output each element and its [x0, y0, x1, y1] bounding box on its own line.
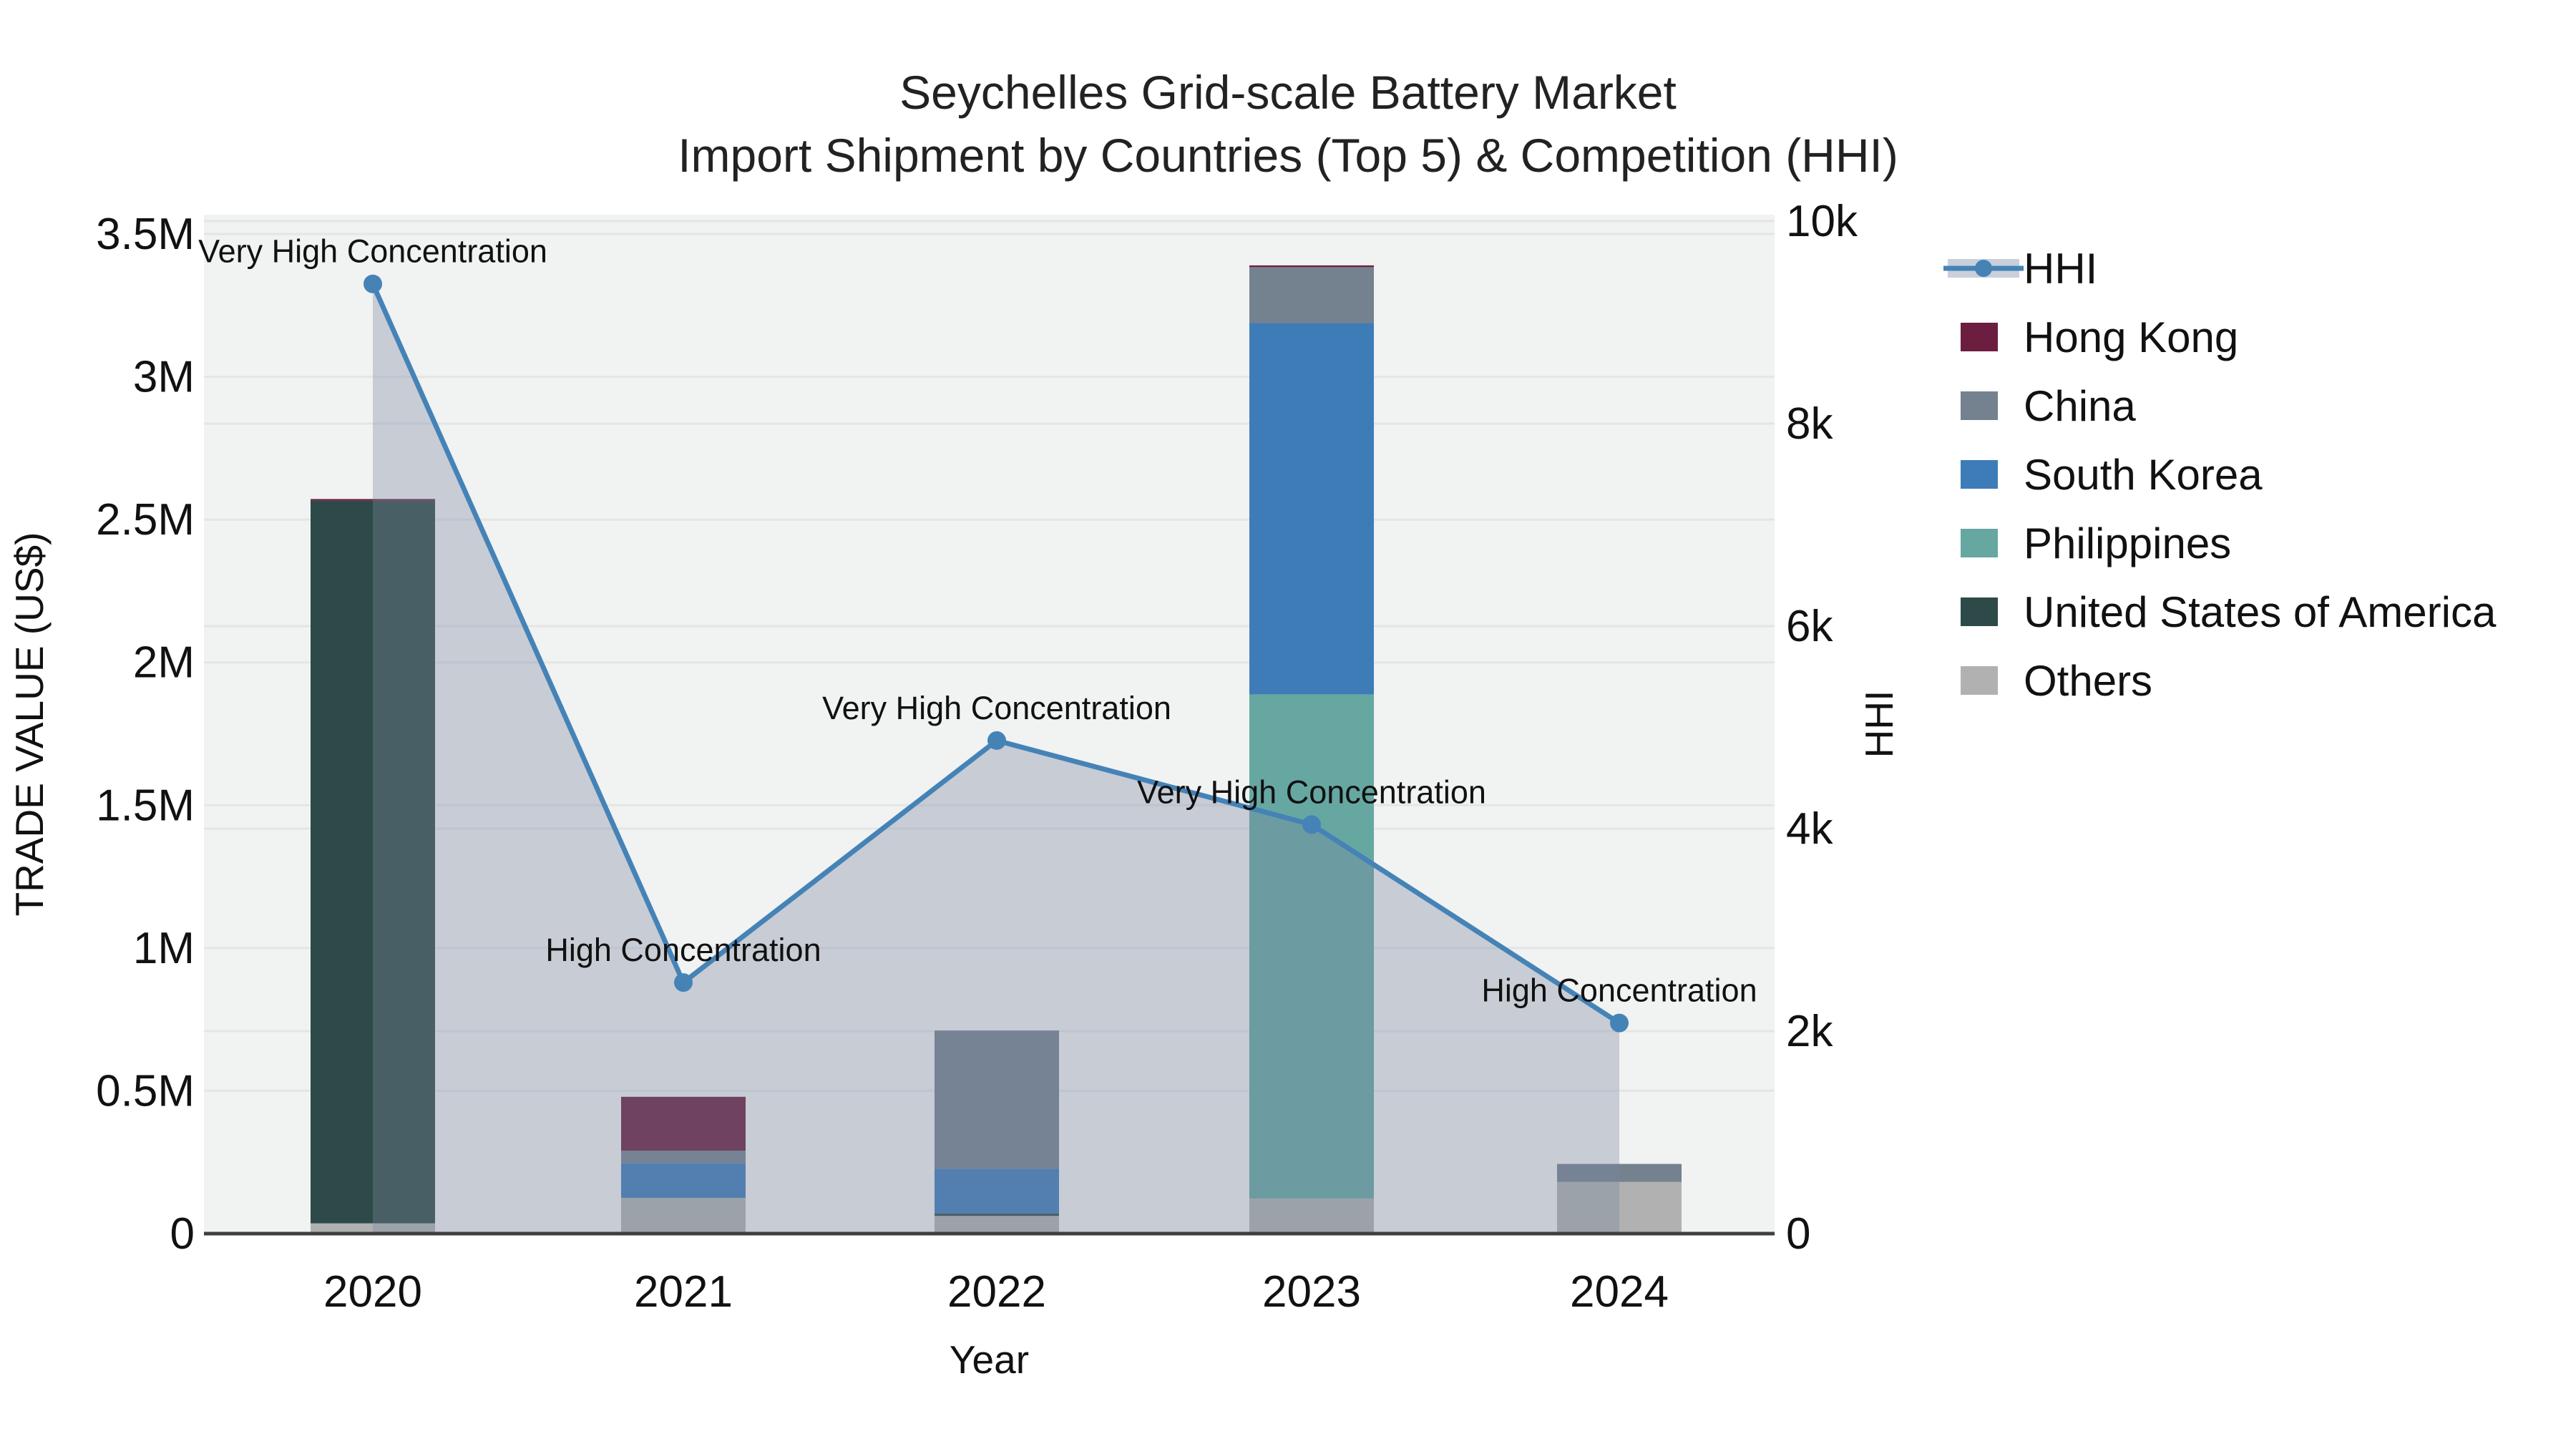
legend-item-hong-kong[interactable]: Hong Kong — [1961, 313, 2238, 361]
legend-item-label: South Korea — [2024, 451, 2263, 499]
annotation-2022: Very High Concentration — [822, 690, 1171, 726]
y-left-tick-0: 0 — [170, 1209, 195, 1259]
y-left-tick-0.5M: 0.5M — [96, 1066, 195, 1116]
legend-swatch-icon — [1961, 666, 1998, 695]
x-tick-2023: 2023 — [1262, 1267, 1361, 1317]
x-tick-2021: 2021 — [634, 1267, 733, 1317]
y-left-axis-title: TRADE VALUE (US$) — [7, 532, 52, 917]
annotation-2021: High Concentration — [545, 932, 821, 968]
legend-swatch-icon — [1961, 323, 1998, 351]
y-right-tick-10k: 10k — [1786, 197, 1858, 246]
hhi-marker-2022[interactable] — [987, 731, 1006, 750]
legend-swatch-icon — [1961, 460, 1998, 489]
legend-item-label: China — [2024, 382, 2136, 430]
bar-2023-south_korea[interactable] — [1249, 323, 1374, 695]
bar-2021-hong_kong[interactable] — [621, 1096, 746, 1151]
bar-2020-others[interactable] — [311, 1223, 435, 1234]
bar-2022-china[interactable] — [935, 1030, 1059, 1169]
legend-item-label: HHI — [2024, 245, 2097, 293]
legend-item-united-states-of-america[interactable]: United States of America — [1961, 588, 2497, 636]
x-tick-2022: 2022 — [947, 1267, 1046, 1317]
y-right-tick-6k: 6k — [1786, 602, 1833, 651]
bar-2021-south_korea[interactable] — [621, 1163, 746, 1199]
y-left-tick-3M: 3M — [133, 353, 195, 402]
y-right-tick-2k: 2k — [1786, 1007, 1833, 1056]
legend-swatch-icon — [1961, 391, 1998, 420]
bar-2022-usa[interactable] — [935, 1214, 1059, 1216]
hhi-area — [373, 283, 1619, 1234]
legend-item-south-korea[interactable]: South Korea — [1961, 451, 2263, 499]
y-right-tick-0: 0 — [1786, 1209, 1810, 1259]
legend-item-label: Hong Kong — [2024, 313, 2238, 361]
legend-item-label: United States of America — [2024, 588, 2497, 636]
hhi-marker-2021[interactable] — [674, 973, 693, 992]
hhi-marker-2023[interactable] — [1302, 815, 1321, 834]
y-left-tick-1.5M: 1.5M — [96, 781, 195, 830]
legend-item-label: Philippines — [2024, 519, 2231, 567]
legend-item-label: Others — [2024, 657, 2152, 705]
bar-2020-usa[interactable] — [311, 500, 435, 1224]
y-left-tick-2.5M: 2.5M — [96, 495, 195, 545]
annotation-2020: Very High Concentration — [198, 233, 547, 270]
bar-2022-others[interactable] — [935, 1216, 1059, 1234]
legend-swatch-icon — [1961, 597, 1998, 626]
annotation-2023: Very High Concentration — [1137, 774, 1486, 810]
y-left-tick-2M: 2M — [133, 638, 195, 688]
legend-swatch-icon — [1961, 529, 1998, 557]
y-right-axis-title: HHI — [1857, 691, 1901, 758]
legend-item-hhi[interactable]: HHI — [1943, 245, 2097, 293]
legend-item-philippines[interactable]: Philippines — [1961, 519, 2231, 567]
bar-2023-hong_kong[interactable] — [1249, 265, 1374, 268]
x-tick-2024: 2024 — [1570, 1267, 1669, 1317]
bar-2024-others[interactable] — [1557, 1181, 1682, 1234]
y-right-tick-8k: 8k — [1786, 399, 1833, 449]
hhi-marker-2024[interactable] — [1610, 1013, 1629, 1033]
bar-2023-china[interactable] — [1249, 267, 1374, 323]
bar-2021-china[interactable] — [621, 1151, 746, 1163]
y-left-tick-3.5M: 3.5M — [96, 210, 195, 259]
hhi-marker-2020[interactable] — [364, 274, 382, 293]
bar-2021-others[interactable] — [621, 1198, 746, 1234]
bar-2024-china[interactable] — [1557, 1163, 1682, 1182]
y-right-tick-4k: 4k — [1786, 804, 1833, 854]
x-tick-2020: 2020 — [323, 1267, 422, 1317]
legend-item-china[interactable]: China — [1961, 382, 2136, 430]
legend-hhi-marker-icon — [1975, 260, 1992, 277]
bar-2020-hong_kong[interactable] — [311, 499, 435, 501]
y-left-tick-1M: 1M — [133, 924, 195, 973]
x-axis-title: Year — [950, 1337, 1029, 1382]
legend-item-others[interactable]: Others — [1961, 657, 2152, 705]
chart-title-line1: Seychelles Grid-scale Battery Market — [899, 66, 1677, 119]
bar-2023-others[interactable] — [1249, 1198, 1374, 1234]
annotation-2024: High Concentration — [1481, 972, 1757, 1009]
bar-2022-south_korea[interactable] — [935, 1169, 1059, 1214]
bar-2023-philippines[interactable] — [1249, 694, 1374, 1199]
chart-title-line2: Import Shipment by Countries (Top 5) & C… — [678, 129, 1898, 182]
